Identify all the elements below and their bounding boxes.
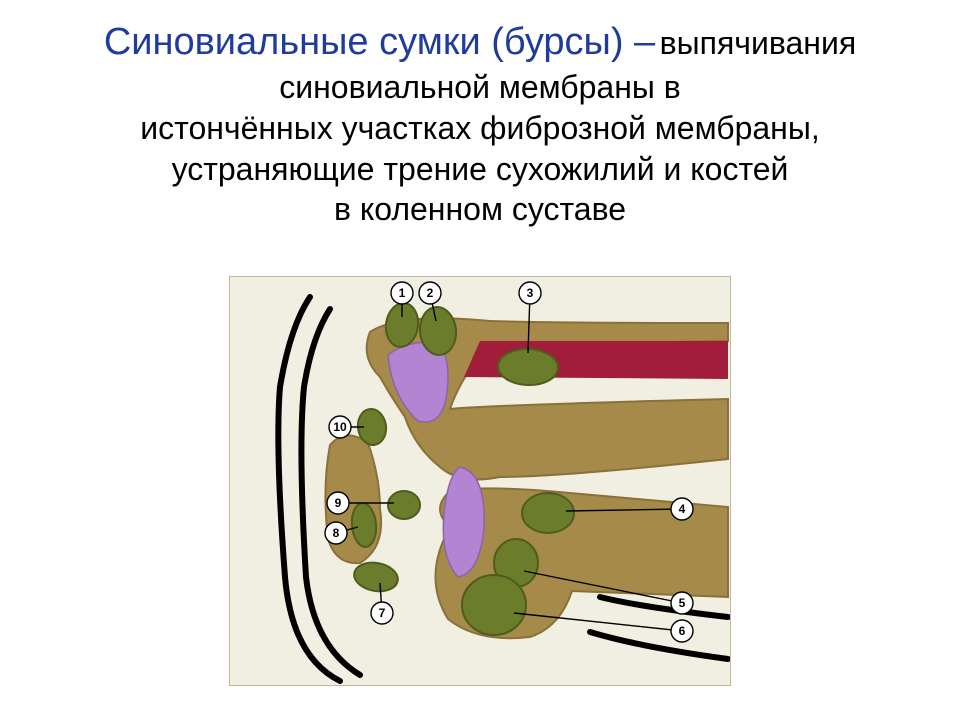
label-number-3: 3 xyxy=(527,286,534,300)
label-number-2: 2 xyxy=(427,286,434,300)
bursa-b4 xyxy=(522,493,574,533)
label-number-7: 7 xyxy=(379,606,386,620)
title-line-3: в коленном суставе xyxy=(334,191,626,227)
knee-bursae-diagram: 1 2 3 4 5 6 7 8 9 10 xyxy=(229,276,731,686)
title-line-1: истончённых участках фиброзной мембраны, xyxy=(140,110,819,146)
slide: Синовиальные сумки (бурсы) – выпячивания… xyxy=(0,0,960,720)
label-number-8: 8 xyxy=(333,526,340,540)
label-number-4: 4 xyxy=(679,502,686,516)
outline-line xyxy=(590,632,728,659)
label-number-10: 10 xyxy=(333,420,347,434)
label-number-1: 1 xyxy=(399,286,406,300)
bursa-b9 xyxy=(388,491,420,519)
title-block: Синовиальные сумки (бурсы) – выпячивания… xyxy=(0,18,960,230)
title-line-2: устраняющие трение сухожилий и костей xyxy=(172,151,789,187)
label-number-6: 6 xyxy=(679,624,686,638)
label-number-5: 5 xyxy=(679,596,686,610)
bursa-b7 xyxy=(352,559,400,594)
title-main: Синовиальные сумки (бурсы) – xyxy=(104,21,655,63)
label-number-9: 9 xyxy=(335,496,342,510)
bursa-b5b xyxy=(462,575,526,635)
